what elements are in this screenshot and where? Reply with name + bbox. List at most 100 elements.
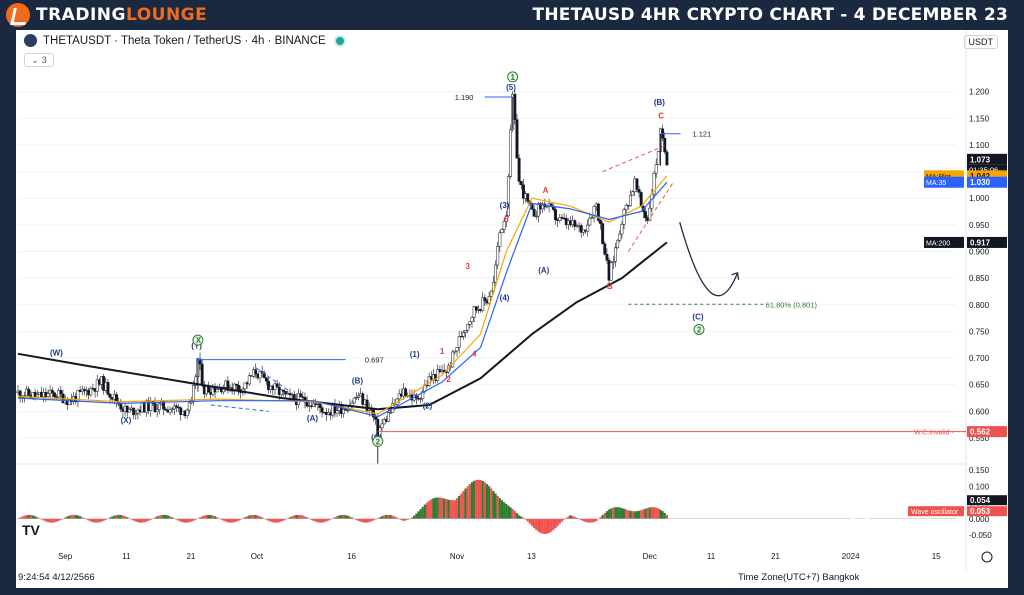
oscillator-bar [562,518,566,520]
oscillator-bar [310,518,313,520]
oscillator-bar [350,517,354,519]
ma200-label: MA:200 [926,240,950,247]
oscillator-bar [402,518,405,521]
oscillator-bar [380,516,384,519]
wave-circle-marker [372,435,384,447]
candle-body [483,297,487,301]
oscillator-bar [483,482,486,519]
oscillator-bar [464,488,467,519]
indicator-collapse-button[interactable]: ⌄ 3 [24,53,54,67]
oscillator-bar [558,518,561,524]
candle-body [382,419,386,425]
ma35-label-bg [924,176,964,188]
candle-body [106,382,110,395]
wave-label: 2 [376,437,381,446]
candle-body [267,380,271,390]
oscillator-bar [91,518,95,523]
oscillator-bar [440,497,444,519]
candle-body [618,233,622,241]
candle-body [498,232,502,247]
candle-body [76,389,80,403]
oscillator-bar [136,518,140,523]
oscillator-bar [258,516,262,519]
oscillator-bar [194,518,197,520]
candle-body [468,321,472,325]
wave-label: (1) [410,350,420,359]
chart-canvas[interactable]: 1.2001.1501.1001.0501.0000.9500.9000.850… [16,30,1008,588]
oscillator-bar [395,517,399,519]
oscillator-bar [477,479,480,519]
oscillator-bar [413,515,416,519]
candle-body [596,203,600,221]
price-tick-label: 0.900 [969,248,990,257]
oscillator-bar [273,518,277,523]
time-tick-label: Sep [58,552,73,561]
price-tick-label: 1.200 [969,88,990,97]
oscillator-name-tag [908,506,964,517]
candle-body [288,393,292,395]
time-tick-label: 11 [707,552,716,561]
oscillator-bar [485,484,489,519]
candle-body [95,379,99,392]
time-tick-label: Dec [643,552,657,561]
candle-body [603,243,607,255]
oscillator-tick-label: 0.000 [969,515,990,524]
oscillator-bar [652,507,656,519]
candle-body [588,218,592,226]
oscillator-bar [267,518,270,521]
wave-label: (2) [423,402,433,411]
oscillator-bar [466,486,469,519]
oscillator-bar [291,516,294,519]
oscillator-bar [627,510,630,519]
wedge-upper-line [602,144,668,173]
candle-body [200,363,204,386]
oscillator-bar [280,518,283,522]
oscillator-bar [490,488,493,519]
oscillator-bar [361,518,364,523]
candle-body [502,221,506,230]
oscillator-bar [21,516,24,519]
oscillator-bar [314,518,317,522]
time-tick-label: 11 [122,552,131,561]
triangle-lower-line [210,404,269,412]
header-bar: TRADINGLOUNGE THETAUSD 4HR CRYPTO CHART … [0,0,1024,30]
oscillator-bar [434,497,437,519]
oscillator-bar [340,514,343,519]
oscillator-bar [158,515,161,519]
candle-body [59,390,63,395]
current-price-value: 1.073 [970,155,991,164]
chart-panel[interactable]: 1.2001.1501.1001.0501.0000.9500.9000.850… [16,30,1008,588]
oscillator-bar [423,504,426,519]
oscillator-bar [479,479,482,519]
oscillator-bar [318,518,322,523]
watermark-text: Tiger Community [880,525,971,539]
symbol-title[interactable]: THETAUSDT · Theta Token / TetherUS · 4h … [43,34,326,47]
oscillator-bar [644,508,647,519]
wave-label: (W) [50,348,63,357]
timezone-selector[interactable]: Time Zone(UTC+7) Bangkok [738,572,860,583]
oscillator-bar [391,515,394,519]
candle-body [579,225,583,233]
symbol-info-bar[interactable]: THETAUSDT · Theta Token / TetherUS · 4h … [24,34,344,47]
oscillator-bar [443,498,446,519]
candle-body [318,403,322,408]
candle-body [312,403,315,407]
candle-body [656,151,660,165]
oscillator-bar [496,495,499,519]
candle-body [132,407,136,416]
oscillator-bar [616,507,619,519]
oscillator-bar [81,517,84,519]
oscillator-bar [640,510,643,519]
tradinglounge-logo: TRADINGLOUNGE [6,3,207,27]
oscillator-bar [243,517,247,519]
oscillator-bar [571,515,574,519]
price-tick-label: 0.700 [969,354,990,363]
candle-body [284,391,288,395]
candle-body [194,376,198,386]
wave-label: 2 [697,325,702,334]
candle-body [46,393,50,397]
oscillator-bar [284,518,287,520]
oscillator-bar [338,515,341,519]
currency-selector[interactable]: USDT [963,35,998,49]
oscillator-bar [595,518,598,522]
